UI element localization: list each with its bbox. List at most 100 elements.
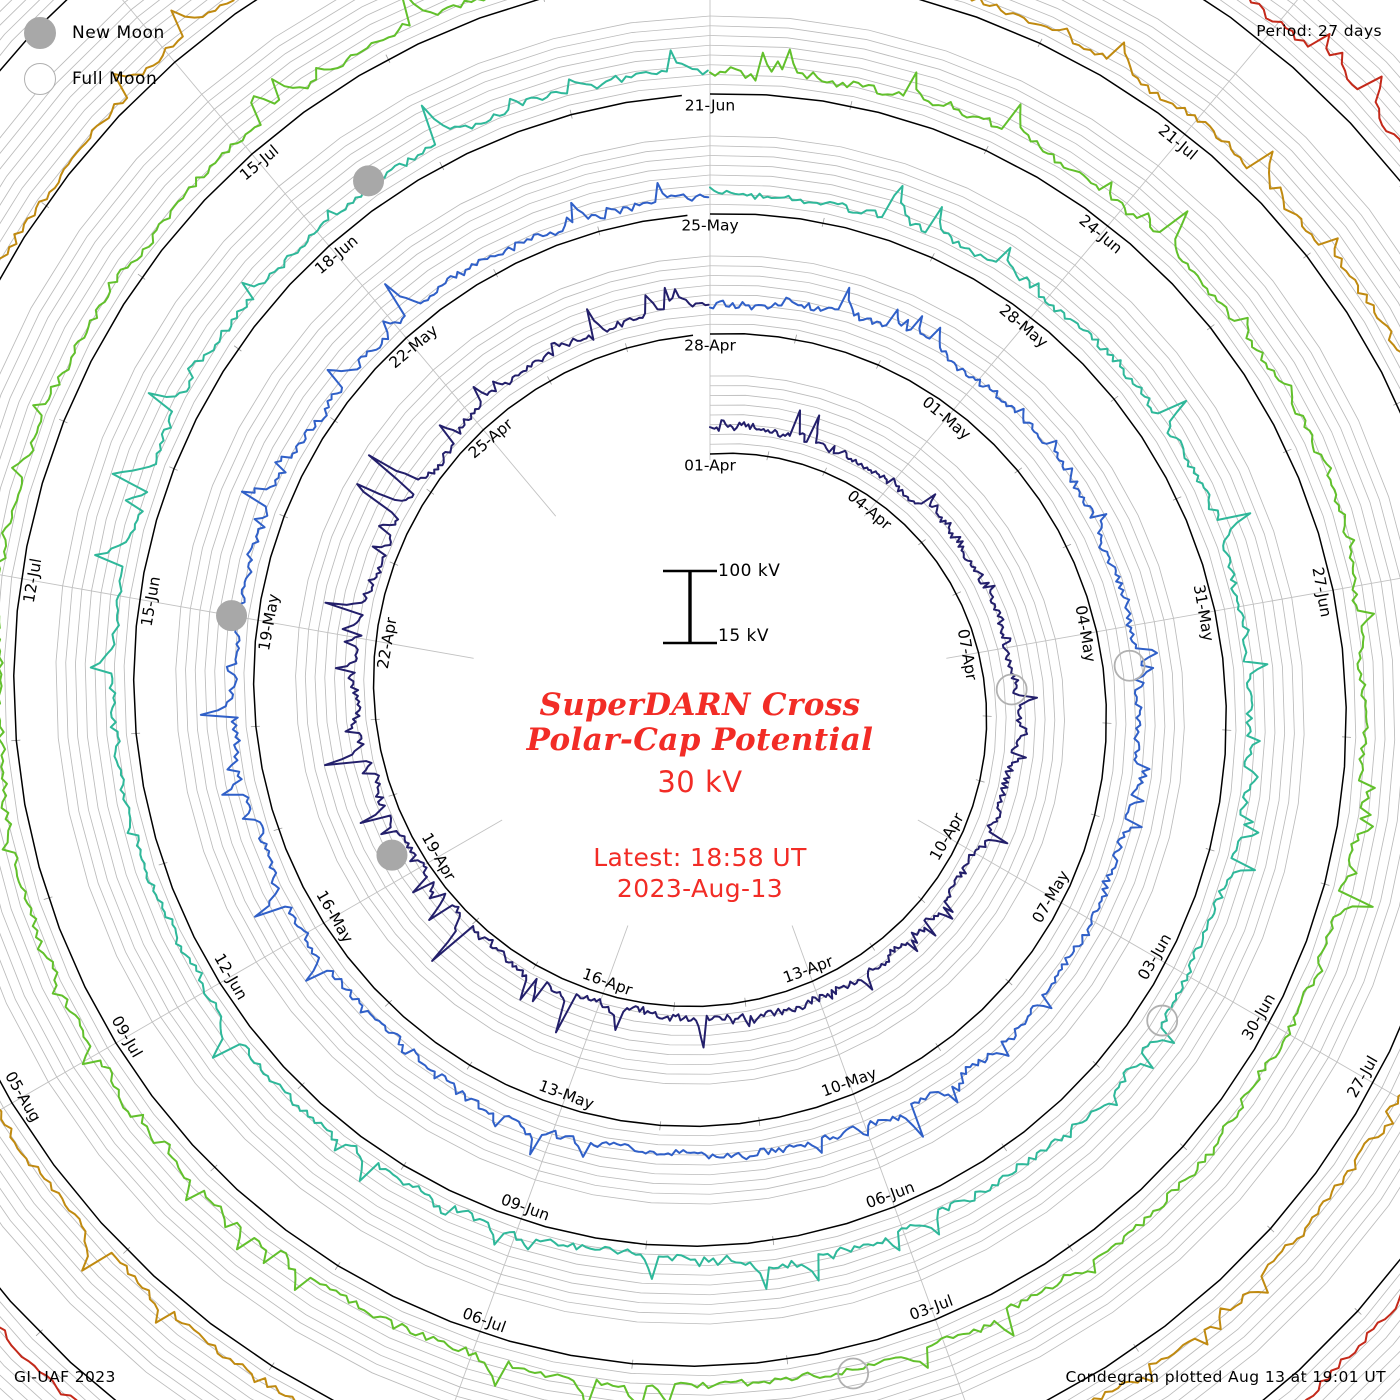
grid-arc [314, 275, 1046, 1065]
radial-gridline [122, 0, 557, 517]
day-tick [821, 217, 825, 227]
period-label: Period: 27 days [1256, 22, 1382, 40]
day-tick [123, 1247, 131, 1254]
new-moon-icon [24, 17, 56, 49]
grid-arc [104, 64, 1256, 1276]
grid-arc [55, 15, 1305, 1325]
radial-gridline [791, 925, 966, 1400]
date-tick-label: 19-May [255, 592, 283, 652]
date-tick-label: 07-May [1029, 867, 1073, 926]
date-tick-label: 25-May [681, 217, 738, 235]
day-tick [330, 417, 338, 424]
grid-arc [295, 255, 1065, 1085]
day-tick [1222, 729, 1232, 731]
day-tick [1062, 543, 1072, 549]
grid-arc [175, 135, 1185, 1205]
date-tick-label: 03-Jul [907, 1292, 955, 1324]
grid-arc [65, 25, 1295, 1315]
day-tick [772, 1236, 775, 1246]
radial-gridline [946, 577, 1400, 659]
day-tick [547, 376, 552, 385]
grid-arc [94, 54, 1266, 1286]
day-tick [952, 591, 962, 596]
day-tick [758, 1116, 761, 1126]
date-tick-label: 25-Apr [465, 415, 517, 462]
day-tick [137, 273, 146, 280]
potential-trace [324, 286, 1039, 1049]
day-tick [1133, 1343, 1139, 1352]
date-tick-label: 06-Jun [863, 1178, 917, 1212]
date-tick-label: 28-Apr [684, 337, 736, 355]
grid-arc [123, 83, 1237, 1257]
moon-phase-legend: New Moon Full Moon [24, 10, 284, 102]
radial-gridline [863, 0, 1298, 517]
grid-arc [334, 294, 1027, 1046]
legend-item-new-moon: New Moon [24, 10, 284, 56]
radial-gridline [917, 819, 1400, 1099]
day-tick [1001, 1143, 1008, 1152]
day-tick [766, 451, 770, 461]
baseline-spiral [13, 0, 1347, 1368]
grid-arc [194, 155, 1166, 1185]
grid-arc [84, 44, 1276, 1296]
plotted-timestamp-label: Condegram plotted Aug 13 at 19:01 UT [1065, 1368, 1386, 1386]
grid-arc [343, 304, 1017, 1036]
day-tick [794, 334, 797, 344]
scale-bar [663, 569, 717, 645]
day-tick [384, 999, 393, 1007]
day-tick [1393, 401, 1400, 406]
day-tick [1172, 496, 1182, 501]
credit-label: GI-UAF 2023 [14, 1368, 116, 1386]
day-tick [43, 896, 53, 900]
moon-marker-layer [216, 165, 1179, 1390]
full-moon-icon [1146, 1004, 1179, 1037]
date-tick-label: 06-Jul [460, 1304, 508, 1336]
radial-gridline [0, 574, 474, 659]
day-tick [426, 488, 435, 495]
day-tick [1342, 736, 1352, 738]
day-tick [1283, 448, 1292, 454]
grid-arc [304, 265, 1056, 1075]
day-tick [744, 997, 747, 1007]
day-tick [982, 715, 992, 717]
potential-trace [89, 49, 1269, 1290]
full-moon-icon [837, 1357, 870, 1390]
day-tick [472, 917, 480, 925]
day-tick [935, 1043, 942, 1052]
legend-label-new-moon: New Moon [72, 23, 165, 43]
date-tick-label: 13-Apr [781, 952, 836, 987]
day-tick [388, 793, 398, 797]
day-tick [385, 54, 391, 63]
date-tick-label: 21-Jun [685, 97, 735, 115]
new-moon-icon [376, 839, 408, 871]
day-tick [35, 1329, 43, 1337]
radial-gridline [0, 819, 503, 1111]
full-moon-icon [995, 673, 1028, 706]
day-tick [158, 862, 168, 866]
day-tick [439, 161, 445, 171]
grid-arc [243, 203, 1117, 1137]
date-tick-label: 05-Aug [1, 1068, 44, 1125]
legend-item-full-moon: Full Moon [24, 56, 284, 102]
date-tick-label: 15-Jun [138, 575, 164, 628]
date-tick-label: 27-Jun [1308, 566, 1334, 619]
day-tick [273, 827, 283, 832]
date-tick-label: 04-May [1072, 604, 1100, 664]
day-tick [869, 942, 876, 951]
day-tick [493, 268, 499, 278]
potential-trace [199, 181, 1158, 1161]
day-tick [543, 0, 545, 2]
